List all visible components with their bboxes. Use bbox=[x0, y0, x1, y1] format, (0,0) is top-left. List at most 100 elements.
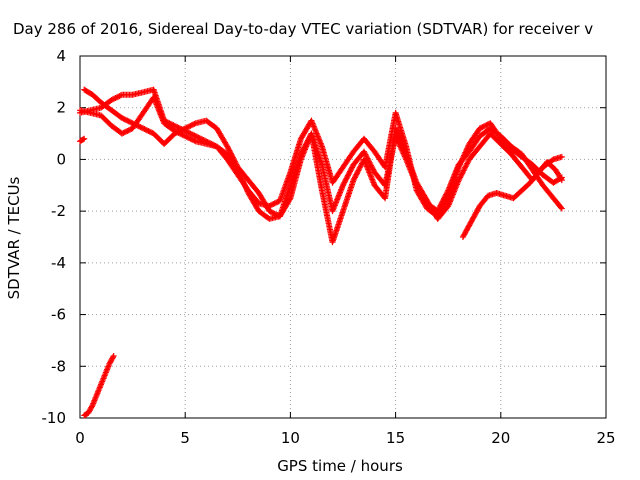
x-tick-label: 10 bbox=[281, 429, 300, 447]
series-track-6 bbox=[81, 352, 117, 419]
data-point-marker bbox=[191, 132, 198, 139]
data-point-marker bbox=[191, 120, 198, 127]
data-point-marker bbox=[186, 129, 193, 136]
data-point-marker bbox=[268, 201, 275, 208]
data-point-marker bbox=[183, 124, 190, 131]
data-point-marker bbox=[482, 122, 489, 129]
x-tick-label: 0 bbox=[75, 429, 85, 447]
data-point-marker bbox=[109, 96, 116, 103]
data-point-marker bbox=[188, 136, 195, 143]
data-point-marker bbox=[197, 135, 204, 142]
data-point-marker bbox=[172, 128, 179, 135]
data-point-marker bbox=[113, 94, 120, 101]
data-point-marker bbox=[174, 129, 181, 136]
data-point-marker bbox=[188, 131, 195, 138]
data-point-marker bbox=[123, 116, 130, 123]
data-point-marker bbox=[121, 116, 128, 123]
y-tick-label: -10 bbox=[42, 409, 67, 427]
data-point-marker bbox=[125, 127, 132, 134]
data-point-marker bbox=[480, 123, 487, 130]
data-point-marker bbox=[120, 129, 127, 136]
data-point-marker bbox=[126, 126, 133, 133]
data-point-marker bbox=[174, 124, 181, 131]
data-point-marker bbox=[184, 124, 191, 131]
x-tick-label: 25 bbox=[596, 429, 615, 447]
x-tick-label: 5 bbox=[180, 429, 190, 447]
data-point-marker bbox=[119, 130, 126, 137]
data-point-marker bbox=[190, 137, 197, 144]
plot-frame bbox=[79, 55, 607, 419]
data-point-marker bbox=[171, 122, 178, 129]
y-axis-label: SDTVAR / TECUs bbox=[5, 176, 23, 299]
data-point-marker bbox=[272, 199, 279, 206]
data-point-marker bbox=[187, 122, 194, 129]
data-point-marker bbox=[274, 199, 281, 206]
data-point-marker bbox=[188, 122, 195, 129]
data-point-marker bbox=[119, 115, 126, 122]
data-point-marker bbox=[267, 208, 274, 215]
y-tick-label: 4 bbox=[56, 47, 66, 65]
data-point-marker bbox=[444, 188, 451, 195]
data-point-marker bbox=[142, 126, 149, 133]
data-point-marker bbox=[182, 133, 189, 140]
data-point-marker bbox=[187, 130, 194, 137]
data-point-marker bbox=[180, 132, 187, 139]
axes: 0 5 10 15 20 25 -10 -8 -6 -4 -2 0 2 4 bbox=[42, 47, 616, 447]
data-point-marker bbox=[192, 133, 199, 140]
data-point-marker bbox=[179, 131, 186, 138]
x-tick-label: 20 bbox=[491, 429, 510, 447]
data-point-marker bbox=[116, 93, 123, 100]
y-tick-label: -2 bbox=[51, 202, 66, 220]
data-point-marker bbox=[80, 136, 87, 143]
x-axis-label: GPS time / hours bbox=[277, 457, 403, 475]
data-point-marker bbox=[184, 134, 191, 141]
data-point-marker bbox=[124, 127, 131, 134]
data-point-marker bbox=[137, 124, 144, 131]
data-point-marker bbox=[121, 129, 128, 136]
data-point-marker bbox=[141, 126, 148, 133]
data-point-marker bbox=[110, 352, 117, 359]
data-point-marker bbox=[268, 209, 275, 216]
data-point-marker bbox=[183, 133, 190, 140]
data-point-marker bbox=[124, 117, 131, 124]
data-point-marker bbox=[271, 210, 278, 217]
data-point-marker bbox=[145, 127, 152, 134]
data-point-marker bbox=[190, 121, 197, 128]
data-point-marker bbox=[557, 204, 564, 211]
data-point-marker bbox=[120, 115, 127, 122]
data-point-marker bbox=[478, 124, 485, 131]
data-marks bbox=[77, 86, 565, 419]
y-tick-label: 2 bbox=[56, 99, 66, 117]
data-point-marker bbox=[88, 403, 95, 410]
data-point-marker bbox=[140, 125, 147, 132]
data-point-marker bbox=[108, 96, 115, 103]
data-point-marker bbox=[190, 131, 197, 138]
data-point-marker bbox=[270, 201, 277, 208]
data-point-marker bbox=[186, 123, 193, 130]
data-point-marker bbox=[146, 128, 153, 135]
data-point-marker bbox=[178, 131, 185, 138]
data-point-marker bbox=[271, 200, 278, 207]
data-point-marker bbox=[111, 95, 118, 102]
data-point-marker bbox=[125, 118, 132, 125]
data-point-marker bbox=[172, 123, 179, 130]
data-point-marker bbox=[138, 124, 145, 131]
data-point-marker bbox=[123, 128, 130, 135]
series-track-3 bbox=[77, 94, 565, 246]
x-tick-label: 15 bbox=[386, 429, 405, 447]
data-point-marker bbox=[266, 208, 273, 215]
data-point-marker bbox=[112, 95, 119, 102]
y-tick-label: -6 bbox=[51, 306, 66, 324]
data-point-marker bbox=[109, 354, 116, 361]
y-tick-label: -4 bbox=[51, 254, 66, 272]
data-point-marker bbox=[476, 125, 483, 132]
data-point-marker bbox=[117, 92, 124, 99]
data-point-marker bbox=[176, 130, 183, 137]
data-point-marker bbox=[179, 126, 186, 133]
data-point-marker bbox=[558, 153, 565, 160]
data-point-marker bbox=[115, 93, 122, 100]
data-point-marker bbox=[558, 175, 565, 182]
data-point-marker bbox=[184, 129, 191, 136]
data-point-marker bbox=[128, 119, 135, 126]
